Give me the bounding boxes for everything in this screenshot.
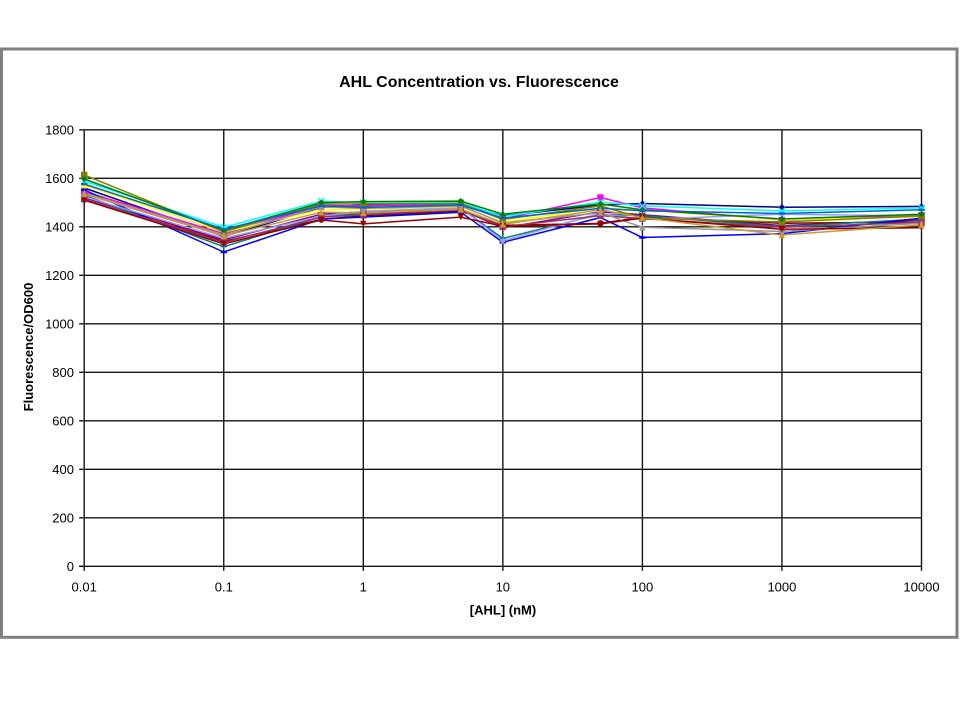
svg-text:Fluorescence/OD600: Fluorescence/OD600 — [21, 283, 36, 412]
svg-text:10000: 10000 — [903, 579, 939, 594]
svg-text:10: 10 — [496, 579, 510, 594]
svg-text:0.1: 0.1 — [215, 579, 233, 594]
svg-text:1400: 1400 — [45, 219, 74, 234]
svg-text:1200: 1200 — [45, 268, 74, 283]
svg-text:800: 800 — [52, 365, 74, 380]
svg-text:1000: 1000 — [767, 579, 796, 594]
svg-text:1: 1 — [360, 579, 367, 594]
svg-text:1000: 1000 — [45, 316, 74, 331]
svg-text:1600: 1600 — [45, 171, 74, 186]
svg-text:1800: 1800 — [45, 122, 74, 137]
svg-text:0: 0 — [67, 559, 74, 574]
svg-text:100: 100 — [632, 579, 654, 594]
svg-text:[AHL] (nM): [AHL] (nM) — [470, 603, 536, 618]
svg-text:400: 400 — [52, 462, 74, 477]
svg-text:600: 600 — [52, 413, 74, 428]
svg-text:200: 200 — [52, 510, 74, 525]
svg-text:0.01: 0.01 — [72, 579, 97, 594]
svg-text:AHL Concentration vs. Fluoresc: AHL Concentration vs. Fluorescence — [339, 74, 619, 91]
